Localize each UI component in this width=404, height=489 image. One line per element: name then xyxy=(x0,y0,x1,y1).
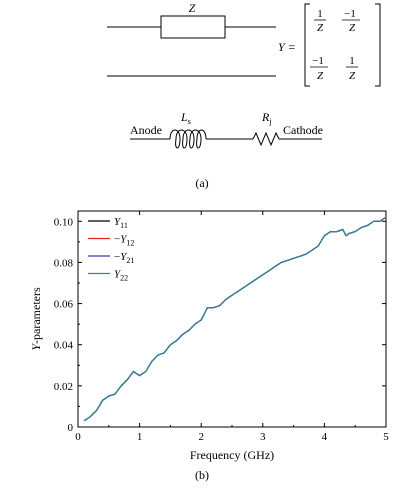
diode-equivalent-circuit: Anode Cathode Ls Rj xyxy=(130,110,323,149)
resistor-symbol xyxy=(252,131,280,147)
two-port-network xyxy=(107,15,276,77)
y-axis-label-italic: Y xyxy=(29,343,43,351)
legend-entry-main: Y xyxy=(120,251,128,263)
x-tick-label: 3 xyxy=(260,431,266,443)
legend-entry-prefix: − xyxy=(114,251,120,263)
y-tick-label: 0.10 xyxy=(54,216,74,228)
admittance-equation-prefix: Y = xyxy=(278,40,296,54)
legend-entry-sub: 21 xyxy=(126,256,134,265)
panel-b-caption: (b) xyxy=(195,468,209,482)
legend-entry-main: Y xyxy=(120,234,128,246)
legend-entry-neg-y21: −Y21 xyxy=(114,251,134,265)
legend-entry-neg-y12: −Y12 xyxy=(114,234,134,248)
cathode-label: Cathode xyxy=(283,123,323,137)
panel-a-caption: (a) xyxy=(195,176,208,190)
y-tick-label: 0.08 xyxy=(54,257,74,269)
legend-entry-sub: 11 xyxy=(120,221,128,230)
series-line-y11 xyxy=(83,216,387,422)
x-axis-label: Frequency (GHz) xyxy=(190,448,274,462)
matrix-right-bracket xyxy=(375,3,381,87)
series-line-neg-y21 xyxy=(83,216,387,422)
legend-entry-sub: 22 xyxy=(120,274,128,283)
y-axis-label: Y-parameters xyxy=(29,287,43,351)
matrix-r2c1-den: Z xyxy=(317,70,324,82)
impedance-box xyxy=(160,15,226,39)
y-tick-label: 0.06 xyxy=(54,299,74,311)
legend-entry-prefix: − xyxy=(114,234,120,246)
y-tick-label: 0.02 xyxy=(54,381,73,393)
x-tick-label: 2 xyxy=(198,431,204,443)
anode-label: Anode xyxy=(130,123,162,137)
legend-entry-y22: Y22 xyxy=(114,269,128,283)
x-tick-label: 0 xyxy=(75,431,81,443)
legend-entry-main: Y xyxy=(114,216,122,228)
matrix-r2c2-den: Z xyxy=(349,70,356,82)
matrix-r1c1-den: Z xyxy=(317,22,324,34)
resistor-label: Rj xyxy=(261,110,272,126)
matrix-left-bracket xyxy=(304,3,310,87)
x-tick-label: 4 xyxy=(322,431,328,443)
matrix-r1c2-num: −1 xyxy=(344,8,356,20)
y-tick-label: 0 xyxy=(68,422,74,434)
matrix-r1c1-num: 1 xyxy=(317,8,323,20)
matrix-r2c1-num: −1 xyxy=(312,55,324,67)
inductor-label: Ls xyxy=(180,110,191,126)
y-axis-label-rest: -parameters xyxy=(29,287,43,344)
legend-entry-main: Y xyxy=(114,269,122,281)
x-tick-label: 5 xyxy=(383,431,389,443)
impedance-label: Z xyxy=(189,1,196,15)
y-tick-label: 0.04 xyxy=(54,340,74,352)
series-line-y22 xyxy=(83,216,387,422)
admittance-prefix: Y = xyxy=(278,40,296,54)
legend-entry-sub: 12 xyxy=(126,239,134,248)
series-line-neg-y12 xyxy=(83,216,387,422)
admittance-matrix: Y = 1 Z −1 Z −1 Z 1 Z xyxy=(278,3,381,87)
x-tick-label: 1 xyxy=(137,431,143,443)
matrix-r2c2-num: 1 xyxy=(349,55,355,67)
inductor-symbol xyxy=(169,129,207,149)
legend-entry-y11: Y11 xyxy=(114,216,128,230)
matrix-r1c2-den: Z xyxy=(349,22,356,34)
